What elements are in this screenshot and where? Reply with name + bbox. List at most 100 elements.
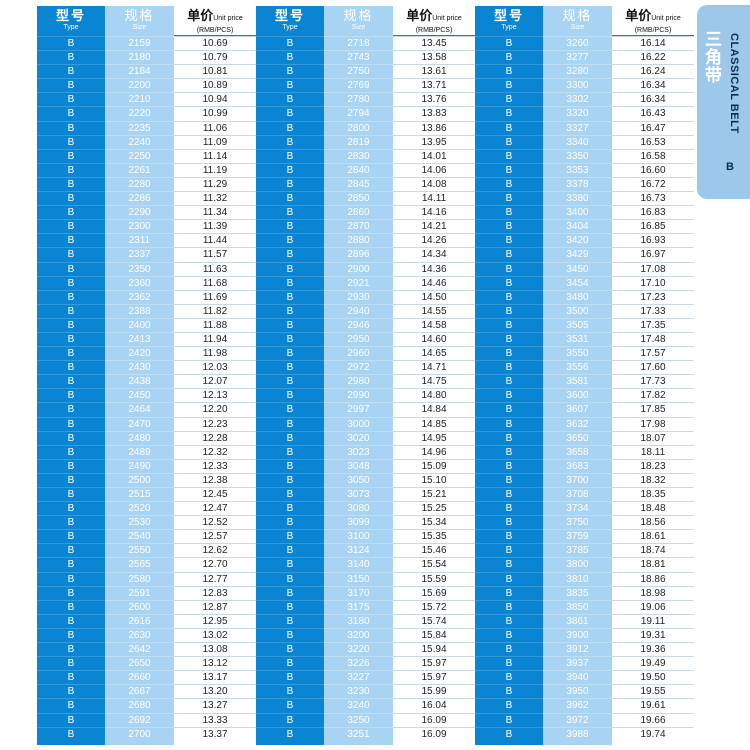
size-cell: 2880 [324, 233, 393, 247]
size-cell: 2700 [105, 726, 174, 741]
type-cell: B [256, 205, 324, 219]
size-cell: 2290 [105, 205, 174, 219]
price-cell: 10.79 [174, 50, 256, 64]
price-cell: 12.13 [174, 388, 256, 402]
size-cell: 3480 [543, 289, 612, 304]
price-cell: 16.34 [612, 92, 694, 106]
type-cell: B [37, 571, 105, 586]
type-cell: B [475, 529, 543, 543]
size-header-cn: 规格 [562, 8, 593, 23]
price-column: 单价Unit price (RMB/PCS) 13.45 13.58 13.61 13… [393, 6, 475, 745]
price-cell: 16.43 [612, 106, 694, 120]
price-cell: 14.80 [393, 388, 475, 402]
size-cell: 2692 [105, 712, 174, 727]
type-cell: B [37, 205, 105, 219]
size-cell: 3300 [543, 78, 612, 92]
type-header-en: Type [501, 24, 517, 31]
price-cell: 14.55 [393, 303, 475, 318]
size-cell: 3505 [543, 317, 612, 332]
size-cell: 3404 [543, 219, 612, 233]
price-cell: 15.97 [393, 656, 475, 670]
type-cell: B [256, 331, 324, 346]
size-cell: 2921 [324, 275, 393, 290]
size-header: 规格 Size [543, 6, 612, 36]
price-cell: 11.06 [174, 120, 256, 135]
size-cell: 3140 [324, 557, 393, 571]
price-cell: 19.55 [612, 684, 694, 698]
price-header-cn-text: 单价 [406, 8, 433, 23]
size-cell: 3000 [324, 416, 393, 431]
type-cell: B [256, 92, 324, 106]
price-cell: 18.11 [612, 444, 694, 459]
type-cell: B [256, 712, 324, 727]
type-cell: B [475, 120, 543, 135]
type-cell: B [37, 162, 105, 177]
price-cell: 18.98 [612, 585, 694, 600]
size-cell: 2350 [105, 261, 174, 276]
size-cell: 2680 [105, 698, 174, 712]
type-cell: B [475, 627, 543, 642]
type-cell: B [256, 289, 324, 304]
type-cell: B [37, 698, 105, 712]
size-cell: 3708 [543, 487, 612, 501]
size-cell: 2830 [324, 148, 393, 163]
price-cell: 14.06 [393, 162, 475, 177]
price-cell: 14.95 [393, 430, 475, 445]
size-cell: 3607 [543, 402, 612, 416]
size-cell: 3099 [324, 515, 393, 529]
type-cell: B [256, 585, 324, 600]
size-cell: 2220 [105, 106, 174, 120]
price-cell: 12.32 [174, 444, 256, 459]
size-cell: 3810 [543, 571, 612, 586]
price-cell: 17.73 [612, 374, 694, 388]
size-cell: 3785 [543, 543, 612, 557]
price-cell: 15.10 [393, 472, 475, 487]
price-cell: 13.37 [174, 726, 256, 741]
type-cell: B [475, 317, 543, 332]
type-cell: B [37, 557, 105, 571]
size-cell: 2520 [105, 501, 174, 515]
type-cell: B [256, 416, 324, 431]
price-cell: 17.82 [612, 388, 694, 402]
size-cell: 2580 [105, 571, 174, 586]
size-cell: 2800 [324, 120, 393, 135]
price-header-unit: (RMB/PCS) [196, 27, 234, 34]
price-cell: 15.69 [393, 585, 475, 600]
size-cell: 3150 [324, 571, 393, 586]
type-cell: B [37, 92, 105, 106]
price-cell: 17.10 [612, 275, 694, 290]
size-cell: 3320 [543, 106, 612, 120]
price-cell: 14.01 [393, 148, 475, 163]
size-cell: 3600 [543, 388, 612, 402]
price-cell: 11.44 [174, 233, 256, 247]
price-cell: 18.32 [612, 472, 694, 487]
price-header: 单价Unit price (RMB/PCS) [174, 6, 256, 36]
type-cell: B [475, 176, 543, 191]
type-cell: B [475, 515, 543, 529]
size-cell: 3020 [324, 430, 393, 445]
type-cell: B [37, 148, 105, 163]
price-header-cn: 单价Unit price [174, 8, 256, 26]
type-cell: B [475, 402, 543, 416]
type-cell: B [256, 303, 324, 318]
price-cell: 16.04 [393, 698, 475, 712]
type-cell: B [475, 698, 543, 712]
type-cell: B [37, 247, 105, 261]
type-cell: B [256, 444, 324, 459]
price-cell: 13.83 [393, 106, 475, 120]
type-cell: B [256, 599, 324, 614]
type-cell: B [37, 416, 105, 431]
price-cell: 13.76 [393, 92, 475, 106]
price-cell: 16.85 [612, 219, 694, 233]
size-cell: 3380 [543, 191, 612, 205]
price-cell: 17.48 [612, 331, 694, 346]
price-cell: 15.54 [393, 557, 475, 571]
price-cell: 12.57 [174, 529, 256, 543]
price-cell: 15.74 [393, 613, 475, 628]
type-header-cn: 型号 [274, 8, 305, 23]
type-cell: B [256, 430, 324, 445]
type-cell: B [37, 599, 105, 614]
type-cell: B [256, 726, 324, 741]
price-cell: 16.60 [612, 162, 694, 177]
